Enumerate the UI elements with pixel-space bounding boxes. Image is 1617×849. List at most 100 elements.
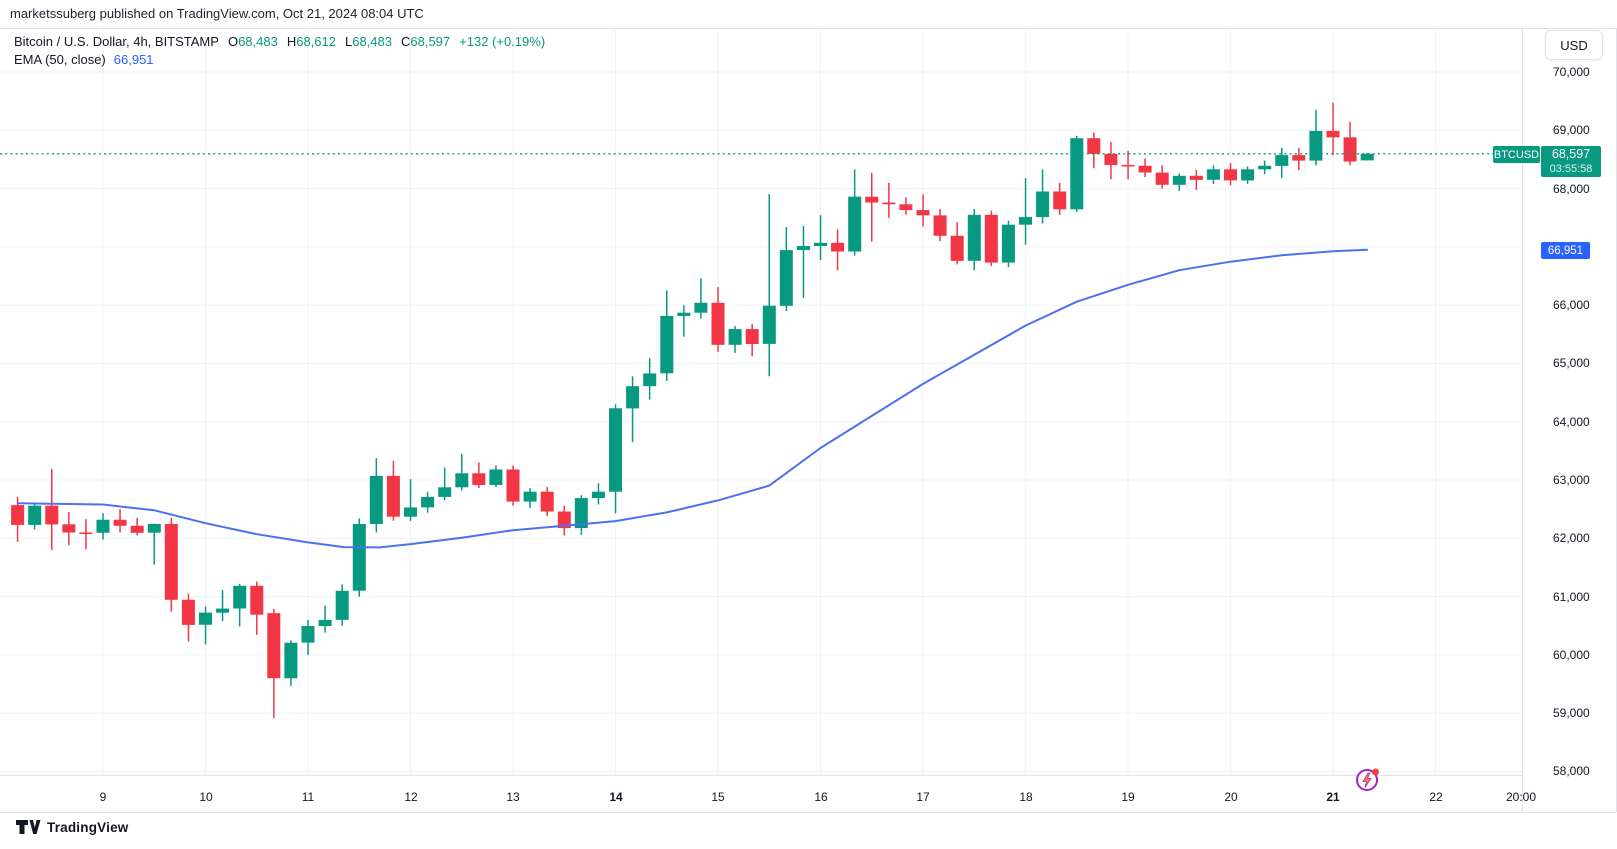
candle bbox=[1001, 220, 1015, 268]
time-tick-label: 9 bbox=[99, 790, 107, 804]
candle bbox=[1053, 182, 1067, 215]
candle bbox=[335, 584, 349, 626]
candle bbox=[916, 194, 930, 227]
time-tick-label: 20 bbox=[1224, 790, 1238, 804]
time-tick-label: 15 bbox=[711, 790, 725, 804]
price-tick-label: 62,000 bbox=[1553, 531, 1590, 545]
candle bbox=[779, 227, 793, 311]
lightning-icon[interactable] bbox=[1354, 766, 1380, 792]
tradingview-brand-text[interactable]: TradingView bbox=[47, 820, 129, 835]
candle bbox=[882, 182, 896, 218]
price-tick-label: 60,000 bbox=[1553, 648, 1590, 662]
price-tick-label: 59,000 bbox=[1553, 706, 1590, 720]
currency-toggle-button[interactable]: USD bbox=[1545, 30, 1603, 60]
bar-countdown: 03:55:58 bbox=[1549, 163, 1593, 175]
price-tick-label: 68,000 bbox=[1553, 182, 1590, 196]
candle bbox=[1360, 152, 1374, 161]
price-tick-label: 58,000 bbox=[1553, 764, 1590, 778]
candle bbox=[728, 326, 742, 353]
candle bbox=[574, 495, 588, 535]
candle bbox=[506, 465, 520, 506]
candle bbox=[933, 209, 947, 242]
card-top-border bbox=[0, 28, 1616, 29]
candle bbox=[352, 518, 366, 597]
candle bbox=[540, 487, 554, 517]
candle bbox=[984, 210, 998, 267]
candle bbox=[1070, 135, 1084, 212]
ema-row: EMA (50, close) 66,951 bbox=[14, 52, 545, 68]
candle bbox=[130, 517, 144, 536]
publish-annotation: marketssuberg published on TradingView.c… bbox=[10, 6, 424, 21]
candle bbox=[369, 458, 383, 533]
candle bbox=[899, 197, 913, 215]
time-axis-border bbox=[0, 775, 1522, 776]
time-tick-label: 12 bbox=[404, 790, 418, 804]
candle bbox=[11, 496, 25, 542]
candle bbox=[1241, 166, 1255, 184]
ema-axis-label: 66,951 bbox=[1541, 242, 1590, 259]
candle bbox=[1309, 109, 1323, 166]
symbol-title[interactable]: Bitcoin / U.S. Dollar, 4h, BITSTAMP bbox=[14, 34, 219, 49]
candle bbox=[318, 605, 332, 633]
price-tick-label: 64,000 bbox=[1553, 415, 1590, 429]
time-tick-label: 19 bbox=[1121, 790, 1135, 804]
candle bbox=[301, 619, 315, 655]
candle bbox=[1224, 162, 1237, 186]
tradingview-logo-icon[interactable] bbox=[16, 820, 41, 835]
candle bbox=[216, 589, 230, 622]
candle bbox=[489, 465, 503, 488]
low-label: L bbox=[344, 34, 353, 49]
candle bbox=[96, 513, 110, 540]
candle bbox=[472, 462, 486, 489]
time-tick-label: 16 bbox=[814, 790, 828, 804]
price-tick-label: 61,000 bbox=[1553, 590, 1590, 604]
ema-label[interactable]: EMA (50, close) bbox=[14, 52, 106, 67]
candle bbox=[950, 222, 964, 265]
candle bbox=[609, 404, 622, 514]
last-price-label: 68,597 03:55:58 bbox=[1541, 146, 1601, 177]
candle bbox=[1292, 147, 1306, 170]
low-value: 68,483 bbox=[352, 34, 392, 49]
candle bbox=[1019, 178, 1032, 245]
candle bbox=[147, 523, 161, 565]
open-value: 68,483 bbox=[238, 34, 278, 49]
high-label: H bbox=[286, 34, 297, 49]
symbol-row: Bitcoin / U.S. Dollar, 4h, BITSTAMP O68,4… bbox=[14, 34, 545, 50]
candle bbox=[113, 509, 127, 533]
candle bbox=[45, 469, 59, 550]
candle bbox=[660, 290, 674, 381]
candle bbox=[677, 305, 691, 337]
candle bbox=[164, 517, 178, 612]
time-tick-label: 22 bbox=[1429, 790, 1443, 804]
candle bbox=[711, 287, 725, 352]
price-tick-label: 70,000 bbox=[1553, 65, 1590, 79]
time-tick-label: 13 bbox=[506, 790, 520, 804]
candle bbox=[831, 229, 845, 271]
candle bbox=[967, 209, 981, 271]
ema-line bbox=[16, 248, 1369, 549]
price-tick-label: 65,000 bbox=[1553, 356, 1590, 370]
candle bbox=[386, 460, 400, 521]
time-tick-label: 14 bbox=[609, 790, 623, 804]
open-label: O bbox=[227, 34, 239, 49]
candle bbox=[250, 581, 264, 635]
candle bbox=[591, 483, 605, 505]
candle bbox=[1036, 169, 1050, 224]
candle bbox=[79, 519, 93, 550]
candle bbox=[848, 169, 862, 256]
price-tick-label: 63,000 bbox=[1553, 473, 1590, 487]
close-value: 68,597 bbox=[410, 34, 451, 49]
high-value: 68,612 bbox=[296, 34, 336, 49]
candle bbox=[421, 491, 435, 513]
ema-value: 66,951 bbox=[113, 52, 154, 67]
candle bbox=[762, 194, 776, 377]
candle bbox=[1138, 158, 1152, 177]
candle bbox=[745, 323, 759, 357]
close-label: C bbox=[400, 34, 411, 49]
price-axis-border bbox=[1522, 28, 1523, 812]
candle bbox=[455, 453, 469, 491]
candle bbox=[1343, 121, 1357, 166]
candle bbox=[1087, 132, 1101, 169]
